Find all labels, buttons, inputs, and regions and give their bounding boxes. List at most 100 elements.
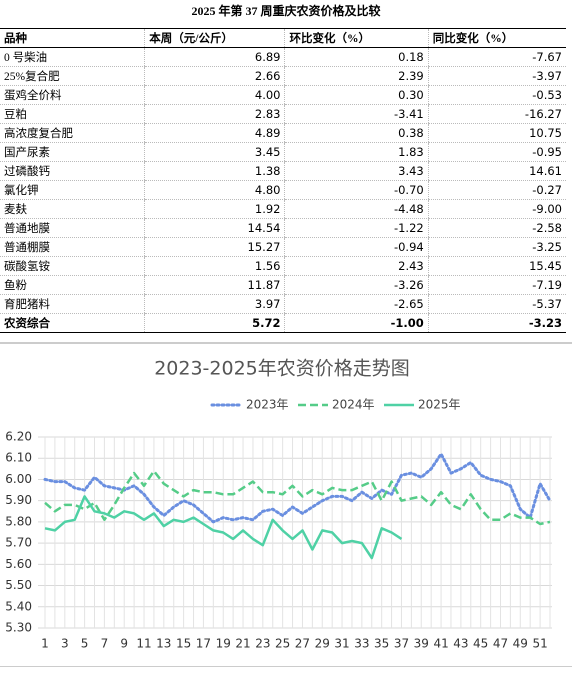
x-tick-label: 43 (453, 637, 468, 651)
table-cell: 蛋鸡全价料 (0, 85, 145, 105)
y-tick-label: 5.70 (5, 536, 32, 550)
table-cell: 10.75 (427, 123, 566, 143)
x-tick-label: 33 (354, 637, 369, 651)
x-tick-label: 19 (216, 637, 231, 651)
x-tick-label: 9 (120, 637, 128, 651)
x-tick-label: 5 (81, 637, 89, 651)
table-cell: -16.27 (427, 104, 566, 124)
y-tick-label: 5.80 (5, 514, 32, 528)
x-tick-label: 31 (334, 637, 349, 651)
table-row: 氯化钾 4.80 -0.70 -0.27 (0, 180, 566, 200)
price-table: 品种 本周（元/公斤） 环比变化（%） 同比变化（%） 0 号柴油 6.89 0.18 -7.… (0, 28, 566, 333)
header-cell: 环比变化（%） (284, 28, 429, 48)
x-tick-label: 21 (235, 637, 250, 651)
x-tick-label: 23 (255, 637, 270, 651)
y-tick-label: 6.00 (5, 472, 32, 486)
table-cell: -1.22 (284, 218, 429, 238)
table-cell: 25%复合肥 (0, 66, 145, 86)
table-cell: -5.37 (427, 294, 566, 314)
table-cell: 15.45 (427, 256, 566, 276)
y-tick-label: 6.20 (5, 430, 32, 444)
table-cell: 1.83 (284, 142, 429, 162)
table-cell: 高浓度复合肥 (0, 123, 145, 143)
y-tick-label: 5.90 (5, 493, 32, 507)
x-tick-label: 1 (41, 637, 49, 651)
y-tick-label: 6.10 (5, 451, 32, 465)
y-tick-label: 5.50 (5, 578, 32, 592)
table-row: 高浓度复合肥 4.89 0.38 10.75 (0, 123, 566, 143)
table-cell: 1.92 (144, 199, 285, 219)
table-row: 普通地膜 14.54 -1.22 -2.58 (0, 218, 566, 238)
table-cell: -3.23 (427, 313, 566, 333)
table-cell: -0.94 (284, 237, 429, 257)
table-row: 普通棚膜 15.27 -0.94 -3.25 (0, 237, 566, 257)
x-tick-label: 47 (493, 637, 508, 651)
series-line (44, 469, 551, 526)
table-cell: -0.70 (284, 180, 429, 200)
table-cell: 11.87 (144, 275, 285, 295)
x-tick-label: 3 (61, 637, 69, 651)
table-cell: 育肥猪料 (0, 294, 145, 314)
x-tick-label: 29 (315, 637, 330, 651)
x-tick-label: 39 (414, 637, 429, 651)
table-row: 育肥猪料 3.97 -2.65 -5.37 (0, 294, 566, 314)
x-tick-label: 15 (176, 637, 191, 651)
table-cell: 鱼粉 (0, 275, 145, 295)
table-cell: 2.83 (144, 104, 285, 124)
header-row: 品种 本周（元/公斤） 环比变化（%） 同比变化（%） (0, 28, 566, 48)
table-cell: -0.27 (427, 180, 566, 200)
table-cell: -2.58 (427, 218, 566, 238)
x-tick-label: 13 (156, 637, 171, 651)
table-cell: 农资综合 (0, 313, 145, 333)
table-cell: 2.43 (284, 256, 429, 276)
table-cell: 0 号柴油 (0, 47, 145, 67)
x-tick-label: 51 (532, 637, 547, 651)
table-cell: 1.56 (144, 256, 285, 276)
table-cell: 6.89 (144, 47, 285, 67)
table-cell: 0.30 (284, 85, 429, 105)
table-cell: -1.00 (284, 313, 429, 333)
table-cell: -7.67 (427, 47, 566, 67)
x-tick-label: 45 (473, 637, 488, 651)
table-row: 0 号柴油 6.89 0.18 -7.67 (0, 47, 566, 67)
table-cell: 4.80 (144, 180, 285, 200)
table-cell: 普通地膜 (0, 218, 145, 238)
table-cell: 2.39 (284, 66, 429, 86)
table-cell: 3.97 (144, 294, 285, 314)
table-cell: 4.00 (144, 85, 285, 105)
table-cell: 14.54 (144, 218, 285, 238)
table-row: 国产尿素 3.45 1.83 -0.95 (0, 142, 566, 162)
table-row: 豆粕 2.83 -3.41 -16.27 (0, 104, 566, 124)
table-cell: -4.48 (284, 199, 429, 219)
table-cell: -3.97 (427, 66, 566, 86)
legend-label: 2025年 (418, 398, 461, 412)
table-cell: 15.27 (144, 237, 285, 257)
table-cell: -3.26 (284, 275, 429, 295)
table-row: 过磷酸钙 1.38 3.43 14.61 (0, 161, 566, 181)
x-tick-label: 11 (136, 637, 151, 651)
table-cell: 1.38 (144, 161, 285, 181)
chart: 2023-2025年农资价格走势图 5.30 5.40 5.50 5.60 5.70 5.… (5, 358, 552, 651)
y-tick-label: 5.60 (5, 557, 32, 571)
y-tick-label: 5.30 (5, 621, 32, 635)
table-cell: 氯化钾 (0, 180, 145, 200)
table-cell: 麦麸 (0, 199, 145, 219)
table-cell: 5.72 (144, 313, 285, 333)
table-title: 2025 年第 37 周重庆农资价格及比较 (191, 4, 381, 18)
table-cell: 3.45 (144, 142, 285, 162)
x-tick-label: 35 (374, 637, 389, 651)
legend-label: 2023年 (246, 398, 289, 412)
table-cell: 豆粕 (0, 104, 145, 124)
x-tick-label: 17 (196, 637, 211, 651)
table-cell: 过磷酸钙 (0, 161, 145, 181)
series-line (44, 495, 403, 560)
table-cell: 3.43 (284, 161, 429, 181)
table-row: 鱼粉 11.87 -3.26 -7.19 (0, 275, 566, 295)
header-cell: 品种 (0, 28, 145, 48)
table-cell: 碳酸氢铵 (0, 256, 145, 276)
x-tick-label: 27 (295, 637, 310, 651)
table-row: 麦麸 1.92 -4.48 -9.00 (0, 199, 566, 219)
header-cell: 本周（元/公斤） (144, 28, 285, 48)
table-cell: -3.25 (427, 237, 566, 257)
